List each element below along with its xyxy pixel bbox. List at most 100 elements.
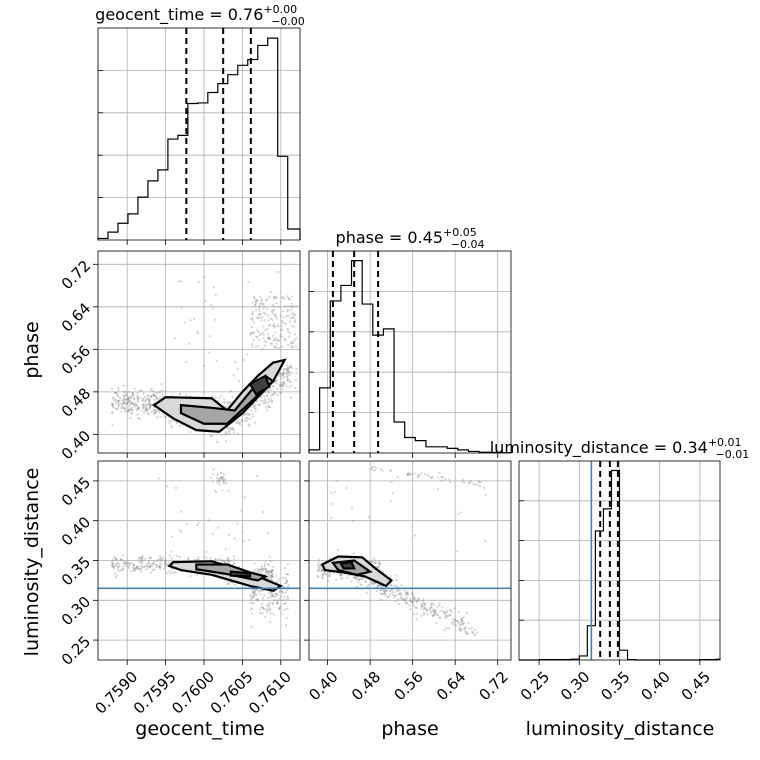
sample-point xyxy=(271,565,275,569)
axes-frame xyxy=(97,27,301,241)
sample-point xyxy=(367,583,370,586)
sample-point xyxy=(435,622,438,625)
sample-point xyxy=(281,385,284,388)
sample-point xyxy=(267,404,270,407)
sample-point xyxy=(270,342,274,345)
sample-point xyxy=(260,565,263,568)
sample-point xyxy=(168,554,172,557)
sample-point xyxy=(441,609,444,612)
sample-point xyxy=(250,332,253,335)
sample-point xyxy=(406,591,409,594)
sample-point xyxy=(217,472,220,475)
sample-point xyxy=(422,611,426,615)
sample-point xyxy=(173,337,177,340)
sample-point xyxy=(261,569,264,572)
sample-point xyxy=(432,603,436,606)
sample-point xyxy=(115,408,118,411)
y-tick-label-luminosity-distance: 0.25 xyxy=(58,633,94,669)
sample-point xyxy=(115,399,118,402)
sample-point xyxy=(250,625,253,629)
sample-point xyxy=(133,567,136,571)
sample-point xyxy=(164,564,167,568)
sample-point xyxy=(257,403,260,407)
sample-point xyxy=(293,387,297,390)
sample-point xyxy=(111,562,114,565)
sample-point xyxy=(256,598,260,601)
sample-point xyxy=(224,431,228,434)
sample-point xyxy=(135,565,139,568)
sample-point xyxy=(268,399,271,402)
sample-point xyxy=(414,606,417,609)
sample-point xyxy=(336,549,340,552)
sample-point xyxy=(133,563,136,567)
sample-point xyxy=(220,433,223,436)
sample-point xyxy=(232,429,235,432)
sample-point xyxy=(117,402,120,406)
sample-point xyxy=(286,367,290,370)
sample-point xyxy=(430,606,433,610)
sample-point xyxy=(423,472,426,476)
sample-point xyxy=(122,394,125,397)
sample-point xyxy=(131,391,134,394)
sample-point xyxy=(161,389,164,392)
sample-point xyxy=(318,559,321,562)
sample-point xyxy=(122,562,125,565)
sample-point xyxy=(275,593,278,596)
sample-point xyxy=(416,598,420,601)
sample-point xyxy=(289,365,292,368)
sample-point xyxy=(283,368,286,371)
sample-point xyxy=(403,598,406,601)
sample-point xyxy=(132,401,135,404)
sample-point xyxy=(114,407,117,410)
sample-point xyxy=(281,372,284,375)
sample-point xyxy=(123,561,126,564)
sample-point xyxy=(282,368,285,371)
sample-point xyxy=(317,575,320,578)
sample-point xyxy=(120,402,123,405)
x-tick-label-luminosity-distance: 0.25 xyxy=(517,668,553,704)
sample-point xyxy=(395,588,398,591)
sample-point xyxy=(267,570,270,573)
sample-point xyxy=(142,406,145,409)
sample-point xyxy=(409,473,412,477)
sample-point xyxy=(154,410,157,414)
sample-point xyxy=(127,565,130,568)
sample-point xyxy=(268,555,271,558)
sample-point xyxy=(223,433,226,436)
sample-point xyxy=(261,303,264,306)
sample-point xyxy=(264,571,267,575)
sample-point xyxy=(210,304,213,307)
sample-point xyxy=(430,610,433,613)
sample-point xyxy=(174,486,178,490)
sample-point xyxy=(252,570,255,573)
sample-point xyxy=(234,583,237,586)
sample-point xyxy=(138,565,141,568)
sample-point xyxy=(271,601,275,604)
sample-point xyxy=(127,410,131,413)
sample-point xyxy=(263,395,266,398)
sample-point xyxy=(286,364,289,367)
sample-point xyxy=(434,609,437,613)
sample-point xyxy=(372,557,375,560)
sample-point xyxy=(383,589,386,592)
sample-point xyxy=(450,611,453,614)
sample-point xyxy=(117,565,120,569)
sample-point xyxy=(267,564,270,567)
sample-point xyxy=(335,479,338,482)
sample-point xyxy=(286,343,290,347)
sample-point xyxy=(267,314,270,317)
sample-point xyxy=(229,389,233,393)
sample-point xyxy=(146,562,149,565)
sample-point xyxy=(214,396,217,399)
sample-point xyxy=(270,569,274,573)
sample-point xyxy=(479,481,482,484)
sample-point xyxy=(131,566,134,569)
sample-point xyxy=(379,468,382,471)
sample-point xyxy=(370,468,373,471)
sample-point xyxy=(465,611,469,615)
sample-point xyxy=(258,338,261,341)
sample-point xyxy=(284,323,287,326)
sample-point xyxy=(130,402,133,405)
sample-point xyxy=(438,616,441,619)
sample-point xyxy=(261,302,265,306)
